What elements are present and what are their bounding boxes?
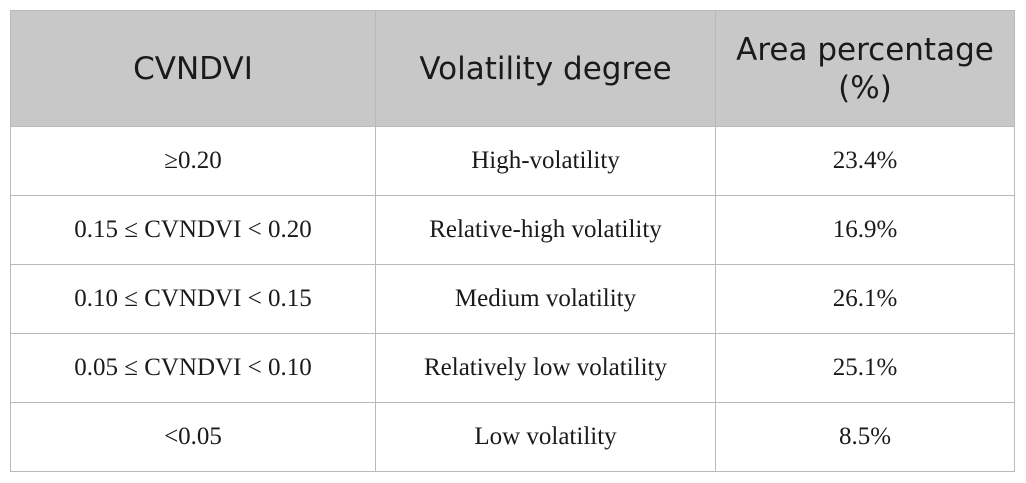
cell-volatility-degree: Relative-high volatility	[375, 195, 716, 265]
cell-cvndvi: 0.10 ≤ CVNDVI < 0.15	[10, 264, 376, 334]
cell-volatility-degree: High-volatility	[375, 126, 716, 196]
cell-area-percentage: 25.1%	[715, 333, 1015, 403]
table-row: <0.05 Low volatility 8.5%	[10, 402, 1015, 472]
cell-cvndvi: <0.05	[10, 402, 376, 472]
cell-volatility-degree: Low volatility	[375, 402, 716, 472]
table-row: 0.05 ≤ CVNDVI < 0.10 Relatively low vola…	[10, 333, 1015, 403]
volatility-table: CVNDVI Volatility degree Area percentage…	[10, 10, 1015, 472]
cell-area-percentage: 8.5%	[715, 402, 1015, 472]
header-cvndvi: CVNDVI	[10, 10, 376, 127]
table-row: 0.15 ≤ CVNDVI < 0.20 Relative-high volat…	[10, 195, 1015, 265]
cell-cvndvi: 0.05 ≤ CVNDVI < 0.10	[10, 333, 376, 403]
cell-area-percentage: 16.9%	[715, 195, 1015, 265]
cell-cvndvi: 0.15 ≤ CVNDVI < 0.20	[10, 195, 376, 265]
header-area-percentage: Area percentage (%)	[715, 10, 1015, 127]
cell-area-percentage: 23.4%	[715, 126, 1015, 196]
cell-volatility-degree: Medium volatility	[375, 264, 716, 334]
table-row: 0.10 ≤ CVNDVI < 0.15 Medium volatility 2…	[10, 264, 1015, 334]
volatility-table-container: CVNDVI Volatility degree Area percentage…	[10, 10, 1015, 472]
cell-area-percentage: 26.1%	[715, 264, 1015, 334]
header-row: CVNDVI Volatility degree Area percentage…	[10, 10, 1015, 127]
header-volatility-degree: Volatility degree	[375, 10, 716, 127]
cell-cvndvi: ≥0.20	[10, 126, 376, 196]
cell-volatility-degree: Relatively low volatility	[375, 333, 716, 403]
table-row: ≥0.20 High-volatility 23.4%	[10, 126, 1015, 196]
